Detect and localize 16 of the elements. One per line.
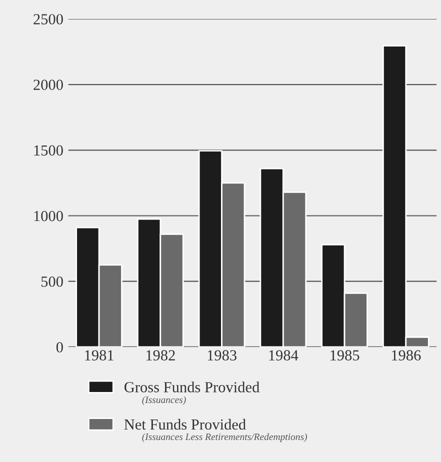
text: (Issuances) [142, 396, 186, 406]
y-tick-label: 1000 [34, 210, 63, 222]
x-tick-label: 1981 [85, 350, 114, 360]
y-tick-label: 1500 [34, 145, 63, 156]
text: (Issuances Less Retirements/Redemptions) [142, 433, 307, 442]
y-tick-label: 2000 [34, 80, 63, 90]
y-tick-label: 2500 [34, 14, 63, 24]
y-tick-label: 500 [41, 276, 63, 287]
x-tick-label: 1984 [269, 350, 298, 360]
x-tick-label: 1986 [392, 350, 421, 360]
x-tick-label: 1983 [208, 350, 236, 360]
legend-label: Net Funds Provided [124, 418, 246, 430]
legend-label: Gross Funds Provided [124, 382, 260, 392]
y-tick-label: 0 [56, 342, 63, 352]
x-tick-label: 1982 [146, 350, 175, 360]
x-tick-label: 1985 [330, 350, 360, 360]
